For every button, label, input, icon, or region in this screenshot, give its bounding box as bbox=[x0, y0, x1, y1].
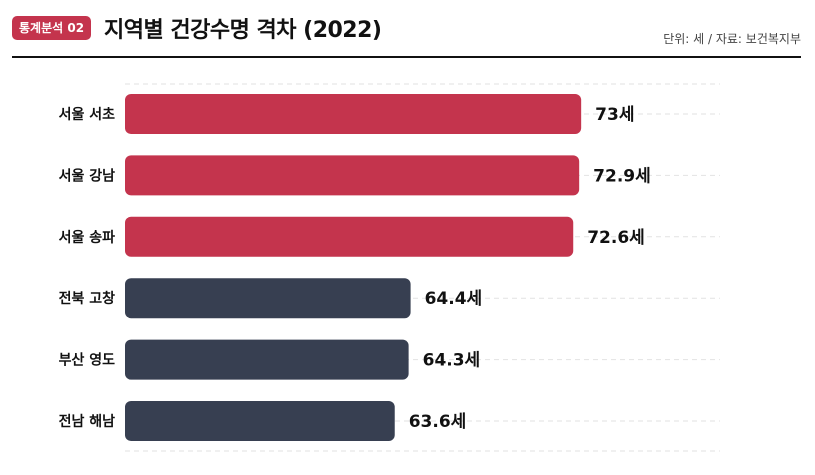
category-label: 서울 서초 bbox=[59, 106, 116, 123]
category-label: 부산 영도 bbox=[59, 352, 116, 369]
bar bbox=[125, 278, 411, 319]
value-label: 64.3세 bbox=[423, 351, 481, 371]
bar bbox=[125, 155, 580, 196]
value-label: 73세 bbox=[595, 105, 634, 125]
value-label: 63.6세 bbox=[409, 412, 467, 432]
category-label: 서울 송파 bbox=[59, 229, 116, 246]
page-title: 지역별 건강수명 격차 (2022) bbox=[104, 18, 382, 43]
category-label: 전북 고창 bbox=[59, 290, 116, 307]
bar bbox=[125, 216, 574, 257]
category-label: 서울 강남 bbox=[59, 167, 116, 184]
value-label: 64.4세 bbox=[425, 289, 483, 309]
unit-source-note: 단위: 세 / 자료: 보건복지부 bbox=[663, 32, 801, 46]
category-label: 전남 해남 bbox=[59, 413, 116, 430]
bar bbox=[125, 94, 582, 134]
value-label: 72.6세 bbox=[587, 228, 645, 248]
section-badge: 통계분석 02 bbox=[12, 16, 92, 40]
bar bbox=[125, 401, 395, 441]
value-label: 72.9세 bbox=[593, 166, 651, 186]
bar bbox=[125, 339, 409, 380]
header-divider bbox=[12, 56, 801, 58]
